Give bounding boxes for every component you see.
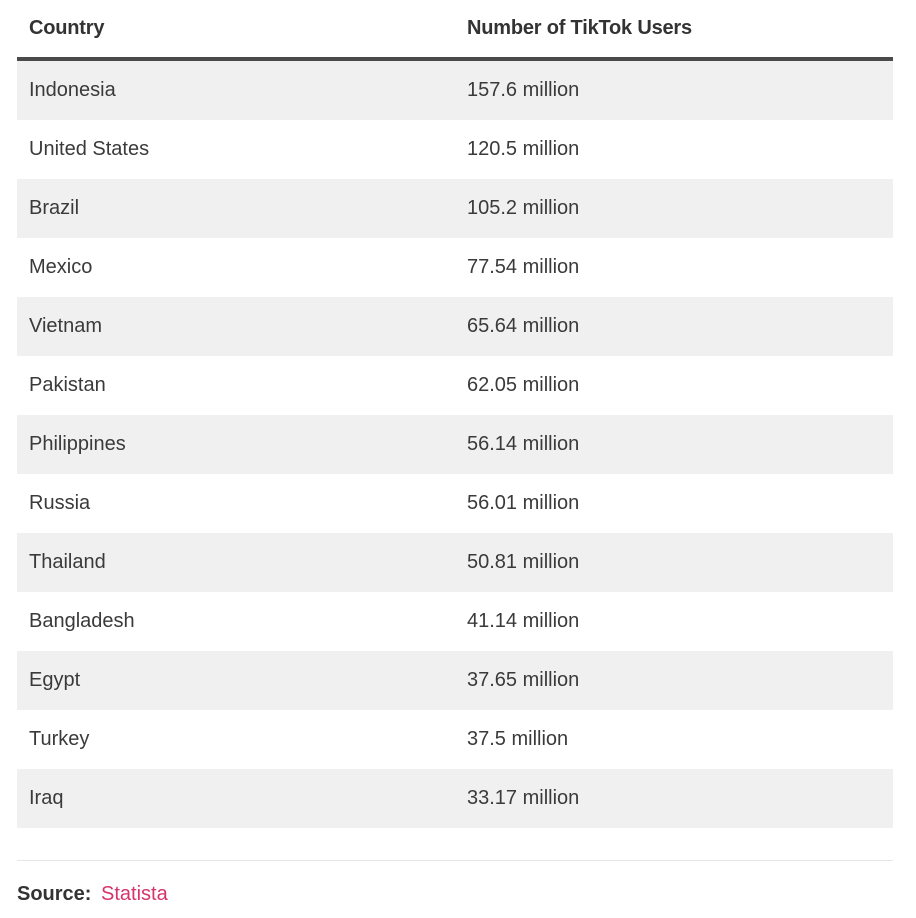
source-label: Source: (17, 883, 92, 905)
users-cell: 56.14 million (467, 433, 580, 455)
users-cell: 41.14 million (467, 610, 580, 632)
country-cell: Bangladesh (29, 610, 135, 632)
table-header: Country Number of TikTok Users (17, 0, 893, 61)
source-line: Source: Statista (17, 880, 168, 908)
table-row: Thailand 50.81 million (17, 533, 893, 592)
users-cell: 120.5 million (467, 138, 580, 160)
country-cell: Mexico (29, 256, 93, 278)
country-cell: Philippines (29, 433, 126, 455)
users-cell: 37.5 million (467, 728, 569, 750)
users-cell: 65.64 million (467, 315, 580, 337)
users-cell: 157.6 million (467, 79, 580, 101)
table-row: Turkey 37.5 million (17, 710, 893, 769)
country-cell: Russia (29, 492, 91, 514)
users-cell: 37.65 million (467, 669, 580, 691)
table-row: Philippines 56.14 million (17, 415, 893, 474)
table-row: Indonesia 157.6 million (17, 61, 893, 120)
country-cell: United States (29, 138, 150, 160)
source-link[interactable]: Statista (101, 883, 168, 905)
country-cell: Vietnam (29, 315, 103, 337)
divider (17, 860, 893, 861)
header-users: Number of TikTok Users (467, 17, 692, 39)
country-cell: Turkey (29, 728, 90, 750)
users-cell: 33.17 million (467, 787, 580, 809)
country-cell: Thailand (29, 551, 106, 573)
table-row: Egypt 37.65 million (17, 651, 893, 710)
table-row: United States 120.5 million (17, 120, 893, 179)
country-cell: Egypt (29, 669, 81, 691)
table-row: Russia 56.01 million (17, 474, 893, 533)
country-cell: Indonesia (29, 79, 116, 101)
table-row: Brazil 105.2 million (17, 179, 893, 238)
users-cell: 50.81 million (467, 551, 580, 573)
country-cell: Brazil (29, 197, 80, 219)
table-row: Mexico 77.54 million (17, 238, 893, 297)
table-body: Indonesia 157.6 million United States 12… (17, 61, 893, 828)
header-country: Country (29, 17, 105, 39)
table-row: Bangladesh 41.14 million (17, 592, 893, 651)
table-row: Vietnam 65.64 million (17, 297, 893, 356)
users-cell: 77.54 million (467, 256, 580, 278)
country-cell: Iraq (29, 787, 64, 809)
users-cell: 105.2 million (467, 197, 580, 219)
country-cell: Pakistan (29, 374, 106, 396)
tiktok-users-table: Country Number of TikTok Users Indonesia… (17, 0, 893, 828)
users-cell: 56.01 million (467, 492, 580, 514)
table-row: Iraq 33.17 million (17, 769, 893, 828)
table-row: Pakistan 62.05 million (17, 356, 893, 415)
users-cell: 62.05 million (467, 374, 580, 396)
